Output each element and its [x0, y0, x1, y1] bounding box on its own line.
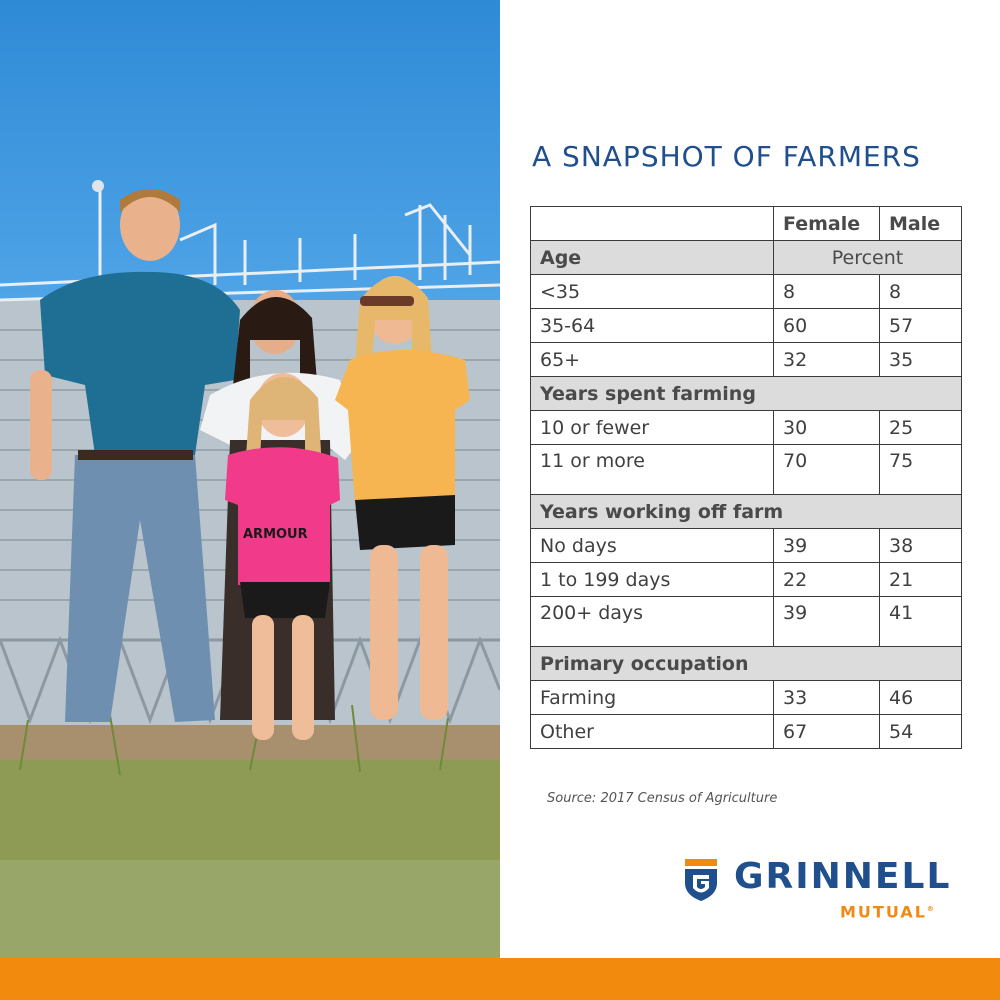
- row-label: Other: [530, 714, 774, 749]
- section-row-off-farm: Years working off farm: [530, 494, 962, 529]
- section-label: Primary occupation: [530, 646, 962, 681]
- shield-icon: [685, 859, 717, 901]
- female-value: 22: [773, 562, 880, 597]
- table-row: 10 or fewer 30 25: [530, 410, 962, 445]
- row-label: 35-64: [530, 308, 774, 343]
- female-value: 39: [773, 528, 880, 563]
- male-value: 21: [879, 562, 962, 597]
- column-header-female: Female: [773, 206, 880, 241]
- male-value: 38: [879, 528, 962, 563]
- corner-cell: [530, 206, 774, 241]
- table-row: 11 or more 70 75: [530, 444, 962, 495]
- section-row-years-farming: Years spent farming: [530, 376, 962, 411]
- table-row: Other 67 54: [530, 714, 962, 749]
- female-value: 67: [773, 714, 880, 749]
- male-value: 54: [879, 714, 962, 749]
- row-label: 1 to 199 days: [530, 562, 774, 597]
- table-row: 1 to 199 days 22 21: [530, 562, 962, 597]
- table-row: 65+ 32 35: [530, 342, 962, 377]
- row-label: 11 or more: [530, 444, 774, 495]
- family-photo: ARMOUR: [0, 0, 500, 958]
- family-photo-illustration: ARMOUR: [0, 180, 500, 958]
- section-label: Years spent farming: [530, 376, 962, 411]
- section-label: Years working off farm: [530, 494, 962, 529]
- row-label: Farming: [530, 680, 774, 715]
- table-row: 35-64 60 57: [530, 308, 962, 343]
- section-row-occupation: Primary occupation: [530, 646, 962, 681]
- female-value: 33: [773, 680, 880, 715]
- row-label: <35: [530, 274, 774, 309]
- shirt-text: ARMOUR: [243, 527, 308, 542]
- section-label: Age: [530, 240, 774, 275]
- female-value: 70: [773, 444, 880, 495]
- brand-name: GRINNELL: [734, 856, 952, 897]
- row-label: No days: [530, 528, 774, 563]
- male-value: 8: [879, 274, 962, 309]
- row-label: 10 or fewer: [530, 410, 774, 445]
- female-value: 8: [773, 274, 880, 309]
- source-note: Source: 2017 Census of Agriculture: [547, 791, 778, 806]
- brand-subname: MUTUAL®: [840, 899, 934, 922]
- male-value: 75: [879, 444, 962, 495]
- female-value: 30: [773, 410, 880, 445]
- unit-label: Percent: [773, 240, 962, 275]
- grinnell-mutual-logo: GRINNELL MUTUAL®: [682, 855, 952, 925]
- bottom-accent-bar: [0, 958, 1000, 1000]
- page-title: A SNAPSHOT OF FARMERS: [532, 140, 921, 173]
- male-value: 25: [879, 410, 962, 445]
- table-row: No days 39 38: [530, 528, 962, 563]
- brand-subname-text: MUTUAL: [840, 902, 927, 922]
- table-row: <35 8 8: [530, 274, 962, 309]
- row-label: 65+: [530, 342, 774, 377]
- registered-mark: ®: [926, 905, 934, 913]
- male-value: 57: [879, 308, 962, 343]
- farmers-table: Female Male Age Percent <35 8 8 35-64 60…: [530, 206, 962, 749]
- column-header-male: Male: [879, 206, 962, 241]
- male-value: 41: [879, 596, 962, 647]
- female-value: 32: [773, 342, 880, 377]
- row-label: 200+ days: [530, 596, 774, 647]
- male-value: 35: [879, 342, 962, 377]
- table-row: 200+ days 39 41: [530, 596, 962, 647]
- table-row: Farming 33 46: [530, 680, 962, 715]
- female-value: 39: [773, 596, 880, 647]
- male-value: 46: [879, 680, 962, 715]
- section-row-age: Age Percent: [530, 240, 962, 275]
- table-header-row: Female Male: [530, 206, 962, 241]
- female-value: 60: [773, 308, 880, 343]
